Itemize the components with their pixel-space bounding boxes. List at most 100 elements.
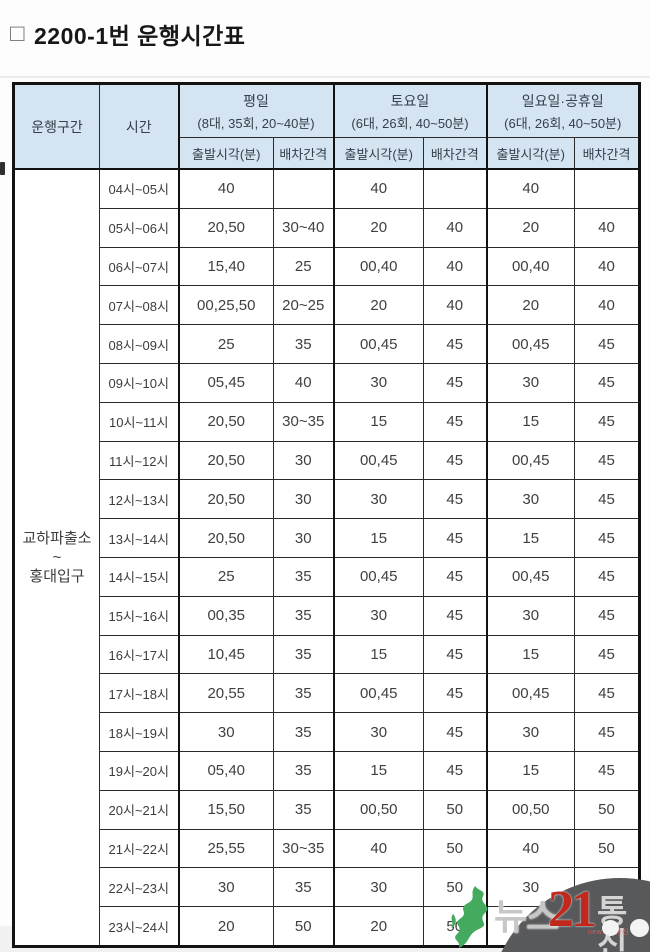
timetable-value-cell: 20,50: [177, 207, 274, 248]
weekday-departure-header: 출발시각(분): [177, 137, 274, 170]
timetable-value-cell: 40: [485, 168, 575, 209]
timetable-value-cell: 30: [485, 362, 575, 403]
timetable-value-cell: 30: [177, 867, 274, 908]
timetable-value-cell: 00,45: [332, 440, 424, 481]
time-range-cell: 05시~06시: [99, 207, 179, 248]
time-range-cell: 12시~13시: [99, 479, 179, 520]
timetable-value-cell: 20: [332, 906, 424, 947]
timetable-value-cell: 50: [574, 906, 640, 947]
timetable-value-cell: 30: [485, 479, 575, 520]
timetable-value-cell: [574, 168, 640, 209]
timetable-row: 18시~19시 30 35 30 45 30 45: [14, 712, 640, 752]
timetable-value-cell: 40: [273, 362, 334, 403]
timetable-value-cell: 35: [273, 712, 334, 752]
scan-artifact-mark: [0, 162, 5, 175]
header-sub-row: 출발시각(분) 배차간격 출발시각(분) 배차간격 출발시각(분) 배차간격: [14, 137, 640, 170]
timetable-row: 10시~11시 20,50 30~35 15 45 15 45: [14, 401, 640, 442]
timetable-value-cell: 30~35: [273, 401, 334, 442]
timetable-value-cell: 45: [574, 479, 640, 520]
timetable-value-cell: 50: [574, 867, 640, 908]
timetable-value-cell: 40: [574, 207, 640, 248]
weekday-group-header: 평일 (8대, 35회, 20~40분): [177, 83, 334, 138]
timetable-value-cell: 30: [177, 712, 274, 752]
time-range-cell: 23시~24시: [99, 906, 179, 947]
timetable-value-cell: 45: [574, 440, 640, 481]
timetable-value-cell: 00,50: [485, 789, 575, 830]
timetable-value-cell: 30: [332, 867, 424, 908]
timetable-row: 15시~16시 00,35 35 30 45 30 45: [14, 595, 640, 636]
timetable-value-cell: 25: [273, 246, 334, 287]
timetable-row: 16시~17시 10,45 35 15 45 15 45: [14, 634, 640, 675]
timetable-value-cell: [273, 168, 334, 209]
sunday-interval-header: 배차간격: [574, 137, 640, 170]
page-title: □ 2200-1번 운행시간표: [10, 17, 245, 51]
timetable-value-cell: 15: [485, 750, 575, 791]
group-label: 평일: [243, 92, 269, 109]
timetable-value-cell: 30: [485, 712, 575, 752]
timetable-row: 09시~10시 05,45 40 30 45 30 45: [14, 362, 640, 403]
timetable-value-cell: 30: [332, 712, 424, 752]
saturday-group-header: 토요일 (6대, 26회, 40~50분): [332, 83, 487, 138]
timetable-value-cell: 45: [423, 479, 487, 520]
timetable-row: 12시~13시 20,50 30 30 45 30 45: [14, 479, 640, 520]
timetable-row: 06시~07시 15,40 25 00,40 40 00,40 40: [14, 246, 640, 287]
time-range-cell: 06시~07시: [99, 246, 179, 287]
time-range-cell: 19시~20시: [99, 750, 179, 791]
timetable-value-cell: 40: [332, 828, 424, 869]
timetable-value-cell: 30: [332, 479, 424, 520]
timetable-value-cell: 00,45: [485, 673, 575, 714]
timetable-value-cell: 25,55: [177, 828, 274, 869]
time-range-cell: 07시~08시: [99, 285, 179, 326]
timetable-value-cell: 50: [423, 789, 487, 830]
route-line: ~: [52, 548, 62, 566]
timetable-value-cell: 20: [485, 906, 575, 947]
timetable-value-cell: 40: [574, 246, 640, 287]
timetable-value-cell: [423, 168, 487, 209]
time-range-cell: 10시~11시: [99, 401, 179, 442]
group-label: 토요일: [390, 92, 430, 109]
time-range-cell: 18시~19시: [99, 712, 179, 752]
timetable-value-cell: 15: [485, 518, 575, 558]
timetable-value-cell: 00,25,50: [177, 285, 274, 326]
timetable-value-cell: 00,50: [332, 789, 424, 830]
timetable-value-cell: 40: [177, 168, 274, 209]
timetable-value-cell: 50: [574, 789, 640, 830]
timetable-value-cell: 20: [332, 285, 424, 326]
timetable-value-cell: 40: [423, 285, 487, 326]
time-range-cell: 08시~09시: [99, 324, 179, 364]
timetable-value-cell: 15: [332, 518, 424, 558]
timetable-value-cell: 20,55: [177, 673, 274, 714]
header-group-row: 운행구간 시간 평일 (8대, 35회, 20~40분) 토요일 (6대, 26…: [13, 83, 640, 170]
timetable-value-cell: 35: [273, 789, 334, 830]
saturday-departure-header: 출발시각(분): [332, 137, 424, 170]
timetable-value-cell: 20~25: [273, 285, 334, 326]
timetable-value-cell: 45: [574, 324, 640, 364]
timetable-value-cell: 30: [485, 595, 575, 636]
timetable-row: 19시~20시 05,40 35 15 45 15 45: [14, 750, 640, 791]
timetable-value-cell: 40: [423, 246, 487, 287]
timetable-value-cell: 00,45: [332, 556, 424, 597]
time-range-cell: 13시~14시: [99, 518, 179, 558]
timetable-row: 교하파출소 ~ 홍대입구 04시~05시 40 40 40: [13, 168, 640, 947]
timetable-value-cell: 00,45: [485, 556, 575, 597]
timetable-value-cell: 00,45: [332, 324, 424, 364]
timetable-value-cell: 30~35: [273, 828, 334, 869]
timetable-value-cell: 45: [423, 712, 487, 752]
timetable-value-cell: 45: [574, 556, 640, 597]
timetable-row: 17시~18시 20,55 35 00,45 45 00,45 45: [14, 673, 640, 714]
timetable-value-cell: 40: [574, 285, 640, 326]
time-range-cell: 17시~18시: [99, 673, 179, 714]
table-header: 운행구간 시간 평일 (8대, 35회, 20~40분) 토요일 (6대, 26…: [13, 83, 640, 170]
timetable-value-cell: 30: [332, 595, 424, 636]
timetable-value-cell: 35: [273, 556, 334, 597]
timetable-row: 21시~22시 25,55 30~35 40 50 40 50: [14, 828, 640, 869]
timetable-value-cell: 45: [423, 634, 487, 675]
time-range-cell: 11시~12시: [99, 440, 179, 481]
timetable-value-cell: 20: [485, 285, 575, 326]
timetable-row: 23시~24시 20 50 20 50 20 50: [14, 906, 640, 947]
timetable-value-cell: 25: [177, 324, 274, 364]
timetable-value-cell: 50: [273, 906, 334, 947]
timetable-value-cell: 45: [574, 401, 640, 442]
timetable-value-cell: 45: [574, 750, 640, 791]
timetable-value-cell: 40: [423, 207, 487, 248]
